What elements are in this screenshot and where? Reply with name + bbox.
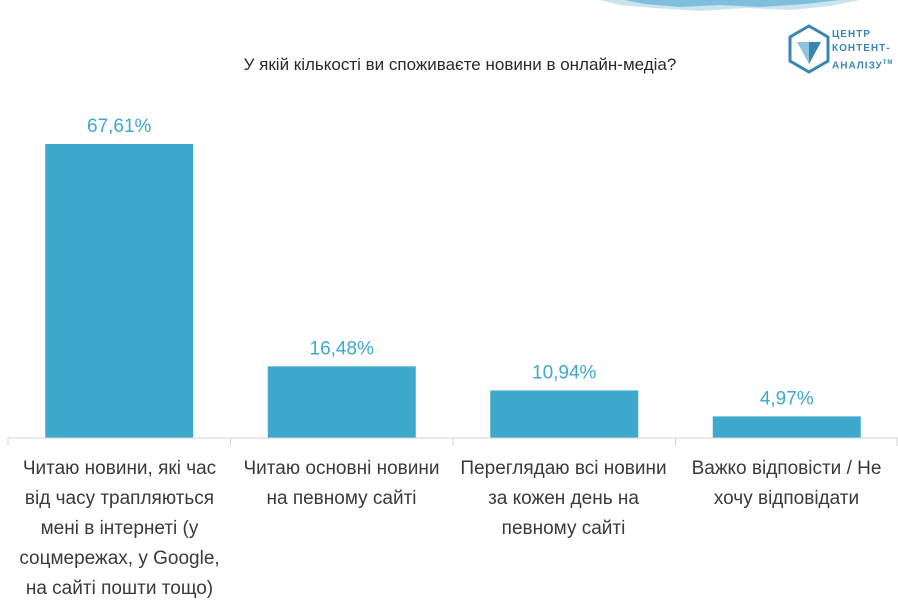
category-label: Читаю новини, які час від часу трапляють… [19, 458, 220, 599]
bar [45, 144, 194, 438]
logo: ЦЕНТР КОНТЕНТ- АНАЛІЗУТМ [788, 24, 898, 80]
category-label: Переглядаю всі новини за кожен день на п… [460, 458, 667, 539]
bar [712, 416, 861, 438]
value-labels-group: 67,61% 16,48% 10,94% 4,97% [87, 116, 814, 409]
logo-shield-icon [788, 24, 830, 74]
bar [490, 390, 639, 438]
category-label: Важко відповісти / Не хочу відповідати [691, 458, 882, 509]
chart-title: У якій кількості ви споживаєте новини в … [243, 55, 677, 74]
data-label: 67,61% [87, 116, 152, 137]
logo-text: ЦЕНТР КОНТЕНТ- АНАЛІЗУТМ [832, 28, 893, 73]
bar [267, 366, 416, 438]
logo-line-1: ЦЕНТР [832, 29, 871, 40]
x-axis [7, 437, 898, 446]
data-label: 4,97% [760, 388, 814, 409]
category-label: Читаю основні новини на певному сайті [243, 458, 440, 509]
logo-line-2: КОНТЕНТ- [832, 43, 891, 54]
logo-line-3: АНАЛІЗУ [832, 60, 883, 72]
data-label: 10,94% [532, 362, 597, 383]
logo-trademark: ТМ [882, 60, 894, 66]
data-label: 16,48% [310, 338, 375, 359]
top-decoration [600, 0, 860, 11]
bars-group [45, 144, 861, 438]
